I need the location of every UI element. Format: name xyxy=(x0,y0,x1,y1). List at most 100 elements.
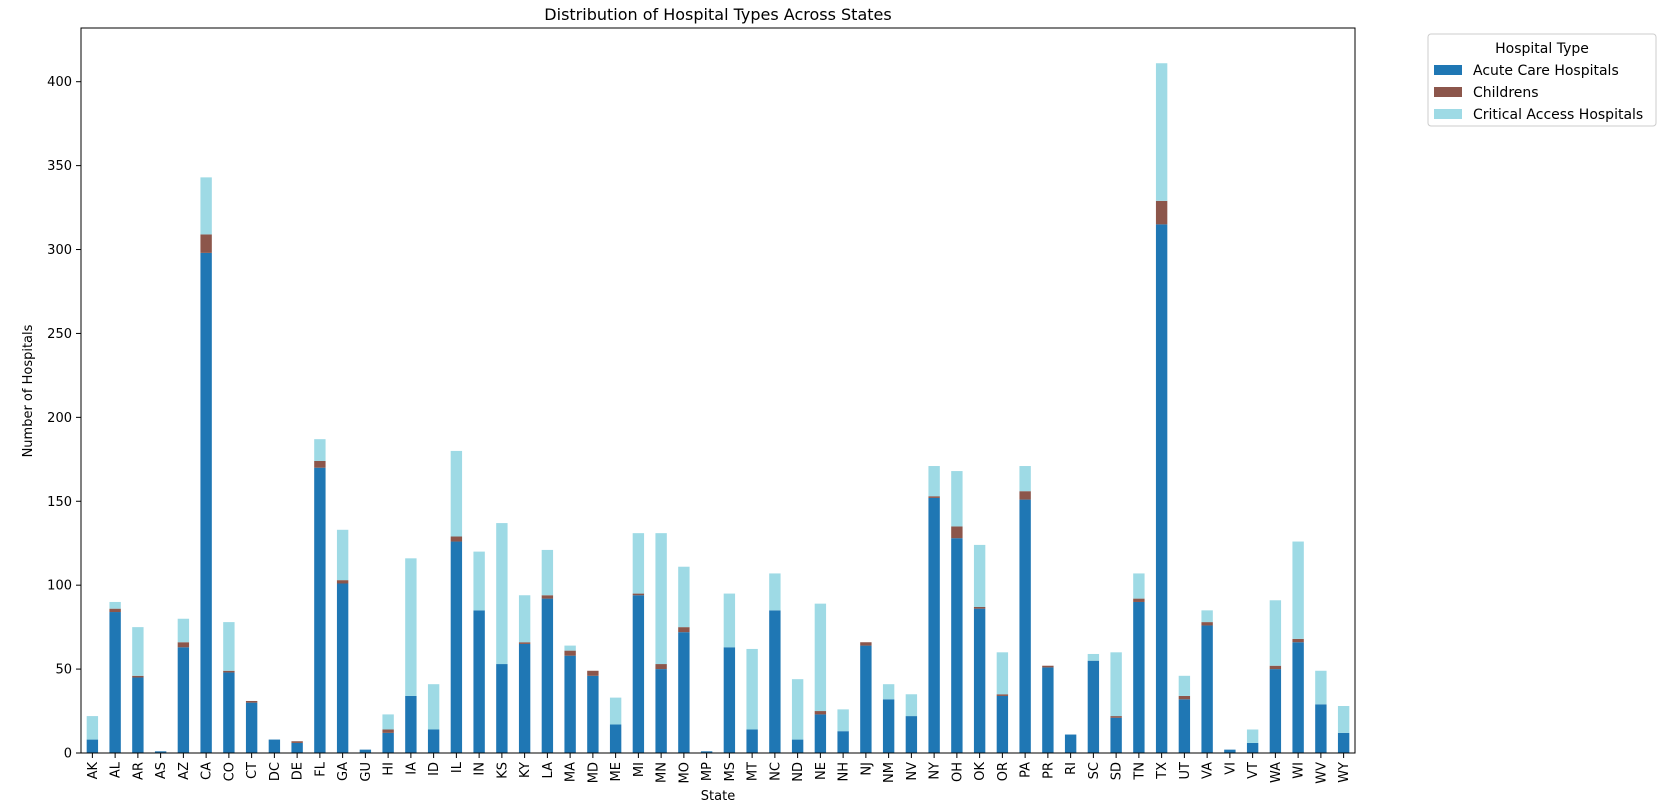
bar-TX-series-1 xyxy=(1155,200,1168,225)
bar-CO-series-1 xyxy=(223,670,235,673)
bar-PA-series-2 xyxy=(1019,466,1031,492)
bar-AZ-series-0 xyxy=(177,647,190,753)
bar-DE-series-0 xyxy=(291,742,303,753)
bar-OH-series-1 xyxy=(951,526,963,539)
bar-GU-series-0 xyxy=(359,749,372,753)
bar-IL-series-0 xyxy=(450,541,463,753)
x-tick-label-TX: TX xyxy=(1155,762,1170,780)
bar-AL-series-2 xyxy=(109,601,121,609)
x-tick-label-AL: AL xyxy=(109,761,124,778)
bar-PR-series-0 xyxy=(1042,667,1054,753)
bar-NE-series-2 xyxy=(814,603,827,712)
bar-VA-series-0 xyxy=(1201,625,1213,753)
bar-CO-series-2 xyxy=(223,622,235,671)
bar-MA-series-0 xyxy=(564,655,576,753)
y-tick-label: 200 xyxy=(47,411,72,426)
x-axis-label: State xyxy=(701,789,735,804)
legend-swatch-0 xyxy=(1434,65,1462,75)
x-tick-label-KS: KS xyxy=(495,762,510,779)
bar-MO-series-2 xyxy=(678,566,690,628)
bar-AZ-series-1 xyxy=(177,642,190,648)
x-tick-label-OR: OR xyxy=(996,762,1011,781)
plot-frame xyxy=(80,27,1356,754)
x-tick-label-GU: GU xyxy=(359,762,374,782)
bar-ME-series-2 xyxy=(609,697,622,725)
bar-WA-series-0 xyxy=(1269,669,1282,753)
bar-OK-series-2 xyxy=(973,544,986,607)
x-tick-label-TN: TN xyxy=(1132,762,1147,781)
bar-AK-series-0 xyxy=(86,739,99,753)
x-axis: AK AL AR AS AZ CA CO CT DC DE FL GA GU HI IA ID IL IN KS KY… xyxy=(86,753,1352,784)
bar-AL-series-0 xyxy=(109,612,121,753)
bar-IN-series-0 xyxy=(473,610,485,753)
bar-SD-series-2 xyxy=(1110,652,1122,717)
bar-NY-series-2 xyxy=(928,466,940,497)
x-tick-label-MI: MI xyxy=(632,762,647,777)
bar-MT-series-0 xyxy=(746,729,758,753)
bar-GA-series-0 xyxy=(336,583,349,753)
bar-WY-series-2 xyxy=(1337,706,1350,733)
bar-VA-series-2 xyxy=(1201,610,1213,623)
legend-frame xyxy=(1427,33,1657,127)
y-tick-label: 350 xyxy=(47,159,72,174)
bar-WA-series-2 xyxy=(1269,600,1282,666)
bar-AR-series-2 xyxy=(132,627,144,676)
bar-UT-series-1 xyxy=(1178,695,1191,700)
bar-KS-series-0 xyxy=(496,664,508,753)
bar-PA-series-0 xyxy=(1019,499,1031,753)
bar-VT-series-2 xyxy=(1246,729,1259,743)
x-tick-label-NM: NM xyxy=(882,762,897,783)
bar-MI-series-0 xyxy=(632,595,645,753)
bar-AZ-series-2 xyxy=(177,618,190,643)
bar-GA-series-1 xyxy=(336,580,349,584)
x-tick-label-NC: NC xyxy=(768,762,783,781)
bar-CA-series-2 xyxy=(200,177,212,235)
bar-ME-series-0 xyxy=(609,724,622,753)
x-tick-label-MD: MD xyxy=(586,762,601,783)
bar-LA-series-0 xyxy=(541,598,554,753)
x-tick-label-NH: NH xyxy=(837,762,852,782)
bar-PR-series-1 xyxy=(1042,665,1054,668)
x-tick-label-PR: PR xyxy=(1041,762,1056,779)
y-tick-label: 100 xyxy=(47,579,72,594)
bar-IA-series-2 xyxy=(405,558,417,696)
x-tick-label-CT: CT xyxy=(245,762,260,779)
bar-MA-series-2 xyxy=(564,645,576,651)
legend-label-1: Childrens xyxy=(1473,85,1539,101)
x-tick-label-DC: DC xyxy=(268,762,283,781)
y-axis: 0 50 100 150 200 250 300 350 400 xyxy=(47,75,81,762)
x-tick-label-FL: FL xyxy=(313,761,328,776)
bar-VA-series-1 xyxy=(1201,622,1213,626)
bar-KY-series-2 xyxy=(518,595,531,643)
bar-CT-series-1 xyxy=(245,700,258,703)
x-tick-label-MS: MS xyxy=(723,762,738,781)
bar-ND-series-2 xyxy=(791,679,804,740)
bar-NH-series-0 xyxy=(837,731,849,753)
bar-WA-series-1 xyxy=(1269,665,1282,670)
bar-CA-series-1 xyxy=(200,234,212,253)
bar-TN-series-0 xyxy=(1133,601,1145,753)
bar-WV-series-0 xyxy=(1315,704,1327,753)
bar-AL-series-1 xyxy=(109,608,121,613)
bar-NC-series-0 xyxy=(769,610,781,753)
bar-NH-series-2 xyxy=(837,709,849,732)
x-tick-label-OK: OK xyxy=(973,762,988,781)
bar-VI-series-0 xyxy=(1224,749,1236,753)
bar-NJ-series-1 xyxy=(860,642,872,646)
bar-OR-series-2 xyxy=(996,652,1009,695)
bar-CA-series-0 xyxy=(200,252,212,753)
x-tick-label-UT: UT xyxy=(1178,762,1193,780)
bar-TX-series-0 xyxy=(1155,224,1168,754)
bar-NM-series-2 xyxy=(882,684,895,700)
bar-AK-series-2 xyxy=(86,716,99,740)
x-tick-label-AK: AK xyxy=(86,762,101,780)
bar-HI-series-1 xyxy=(382,729,394,733)
bar-SC-series-2 xyxy=(1087,653,1100,661)
bar-MO-series-1 xyxy=(678,627,690,633)
bar-RI-series-0 xyxy=(1064,734,1077,753)
bar-NC-series-2 xyxy=(769,573,781,611)
x-tick-label-MP: MP xyxy=(700,762,715,781)
y-tick-label: 250 xyxy=(47,327,72,342)
bar-KY-series-1 xyxy=(518,642,531,644)
